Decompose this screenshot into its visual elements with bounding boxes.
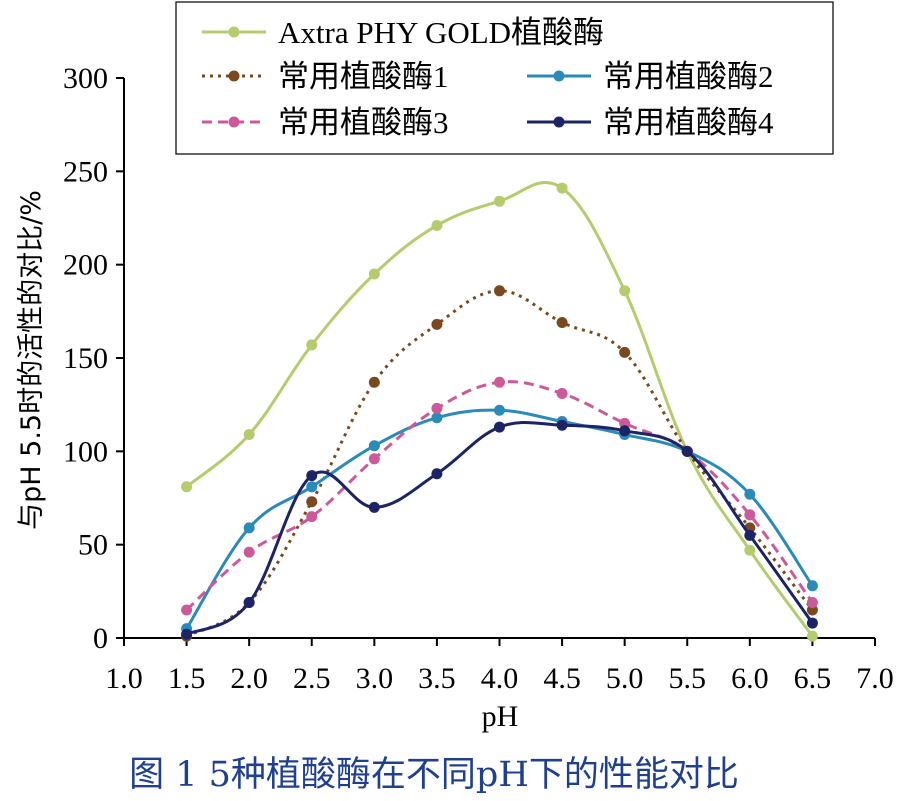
- data-point: [243, 522, 255, 534]
- data-point: [431, 468, 443, 480]
- series-2: [181, 285, 818, 642]
- x-axis-title: pH: [482, 700, 519, 733]
- y-tick-label: 300: [63, 62, 108, 95]
- x-tick-label: 6.5: [794, 662, 832, 695]
- data-point: [181, 481, 193, 493]
- data-point: [806, 580, 818, 592]
- data-point: [806, 630, 818, 642]
- data-point: [306, 470, 318, 482]
- x-tick-label: 7.0: [856, 662, 894, 695]
- data-point: [556, 182, 568, 194]
- x-tick-label: 5.5: [669, 662, 707, 695]
- data-point: [494, 376, 505, 388]
- data-point: [556, 387, 568, 399]
- x-tick-label: 2.0: [230, 662, 268, 695]
- data-point: [556, 317, 568, 329]
- legend-swatch-marker: [228, 26, 240, 38]
- legend-item-1: Axtra PHY GOLD植酸酶: [202, 15, 604, 50]
- axes: 1.0 1.5 2.0 2.5 3.0 3.5 4.0 4.5 5.0 5.5 6.0 6.5 7.0 0…: [63, 62, 894, 695]
- x-tick-label: 6.0: [731, 662, 769, 695]
- data-point: [306, 511, 318, 523]
- data-point: [744, 509, 756, 521]
- data-point: [431, 412, 443, 424]
- legend-swatch-marker: [228, 116, 240, 128]
- legend-swatch-marker: [228, 70, 240, 82]
- series-layer: [181, 181, 818, 642]
- data-point: [368, 440, 380, 452]
- legend-label: 常用植酸酶2: [603, 59, 774, 94]
- x-tick-label: 4.0: [481, 662, 519, 695]
- legend-swatch-marker: [553, 70, 565, 82]
- data-point: [243, 546, 255, 558]
- data-point: [806, 597, 818, 609]
- y-tick-label: 50: [78, 529, 108, 562]
- legend-item-2: 常用植酸酶1: [202, 59, 449, 94]
- data-point: [744, 544, 756, 556]
- legend-label: Axtra PHY GOLD植酸酶: [278, 15, 604, 50]
- data-point: [306, 481, 318, 493]
- series-line: [185, 408, 814, 630]
- x-tick-label: 3.0: [356, 662, 394, 695]
- data-point: [431, 219, 443, 231]
- y-tick-label: 0: [93, 622, 108, 655]
- legend-label: 常用植酸酶4: [603, 105, 774, 140]
- legend-item-5: 常用植酸酶4: [527, 105, 774, 140]
- data-point: [431, 402, 443, 414]
- data-point: [243, 429, 255, 441]
- series-5: [181, 419, 818, 640]
- y-axis-title: 与pH 5.5时的活性的对比/%: [16, 190, 47, 530]
- x-tick-label: 1.0: [105, 662, 143, 695]
- legend-label: 常用植酸酶1: [278, 59, 449, 94]
- legend-swatch-marker: [553, 116, 565, 128]
- data-point: [368, 268, 380, 280]
- y-tick-label: 100: [63, 435, 108, 468]
- data-point: [368, 376, 380, 388]
- data-point: [494, 195, 505, 207]
- x-tick-label: 4.5: [543, 662, 581, 695]
- data-point: [368, 453, 380, 465]
- data-point: [181, 604, 193, 616]
- legend-item-3: 常用植酸酶2: [527, 59, 774, 94]
- data-point: [494, 285, 505, 297]
- data-point: [556, 419, 568, 431]
- data-point: [431, 318, 443, 330]
- series-line: [185, 380, 814, 612]
- series-3: [181, 404, 818, 635]
- series-line: [185, 289, 814, 638]
- data-point: [306, 496, 318, 508]
- legend-box: [175, 1, 834, 155]
- data-point: [306, 339, 318, 351]
- legend-label: 常用植酸酶3: [278, 105, 449, 140]
- data-point: [806, 617, 818, 629]
- data-point: [619, 425, 631, 437]
- data-point: [744, 488, 756, 500]
- y-tick-label: 250: [63, 155, 108, 188]
- series-line: [185, 181, 814, 638]
- data-point: [494, 421, 505, 433]
- legend-item-4: 常用植酸酶3: [202, 105, 449, 140]
- y-tick-label: 150: [63, 342, 108, 375]
- data-point: [181, 628, 193, 640]
- data-point: [368, 501, 380, 513]
- data-point: [744, 529, 756, 541]
- x-tick-label: 5.0: [606, 662, 644, 695]
- data-point: [619, 285, 631, 297]
- series-line: [185, 420, 814, 636]
- data-point: [243, 597, 255, 609]
- data-point: [619, 346, 631, 358]
- figure-caption: 图 1 5种植酸酶在不同pH下的性能对比: [129, 755, 739, 795]
- x-tick-label: 1.5: [168, 662, 206, 695]
- data-point: [494, 404, 505, 416]
- x-tick-label: 2.5: [293, 662, 331, 695]
- x-tick-label: 3.5: [418, 662, 456, 695]
- data-point: [681, 445, 693, 457]
- y-tick-label: 200: [63, 249, 108, 282]
